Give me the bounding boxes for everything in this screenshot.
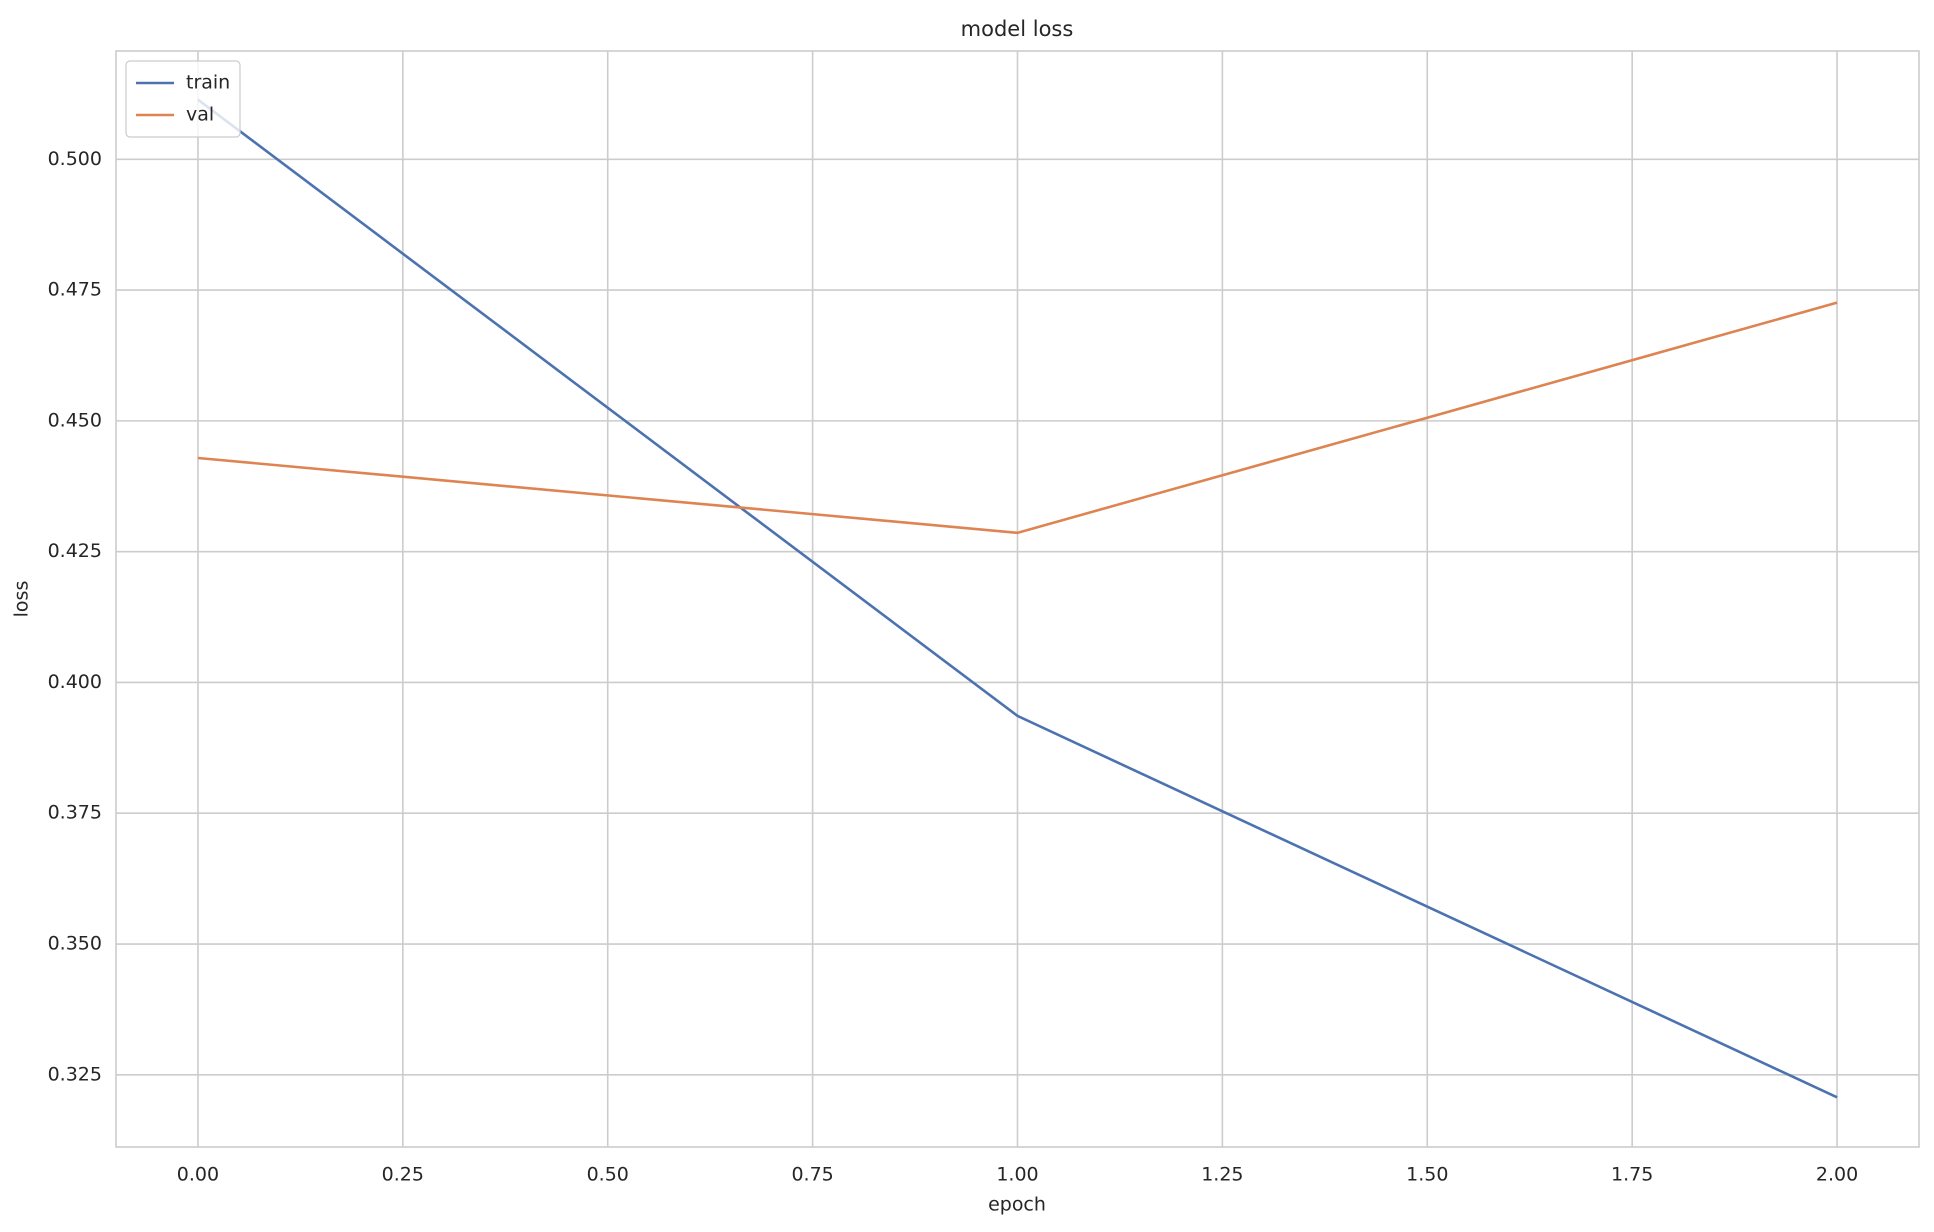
y-tick-label: 0.400 [48, 671, 102, 693]
y-tick-label: 0.325 [48, 1063, 102, 1085]
line-series [197, 301, 1838, 535]
legend-label: val [186, 104, 214, 126]
y-tick-label: 0.500 [48, 148, 102, 170]
x-tick-label: 0.50 [587, 1164, 629, 1186]
x-tick-label: 0.75 [791, 1164, 833, 1186]
plot-frame [115, 50, 1920, 1148]
chart-title: model loss [961, 17, 1074, 41]
x-tick-label: 1.00 [996, 1164, 1038, 1186]
line-series [197, 98, 1838, 1099]
x-tick-label: 1.50 [1406, 1164, 1448, 1186]
y-tick-label: 0.475 [48, 279, 102, 301]
y-tick-label: 0.350 [48, 933, 102, 955]
legend-box [125, 60, 241, 138]
x-tick-label: 0.25 [382, 1164, 424, 1186]
x-axis-label: epoch [988, 1194, 1046, 1216]
y-tick-label: 0.450 [48, 409, 102, 431]
y-axis-label: loss [11, 581, 33, 618]
y-tick-label: 0.425 [48, 540, 102, 562]
x-tick-label: 0.00 [177, 1164, 219, 1186]
y-tick-label: 0.375 [48, 802, 102, 824]
legend-label: train [186, 72, 230, 94]
x-tick-label: 2.00 [1816, 1164, 1858, 1186]
x-tick-label: 1.25 [1201, 1164, 1243, 1186]
x-tick-label: 1.75 [1611, 1164, 1653, 1186]
